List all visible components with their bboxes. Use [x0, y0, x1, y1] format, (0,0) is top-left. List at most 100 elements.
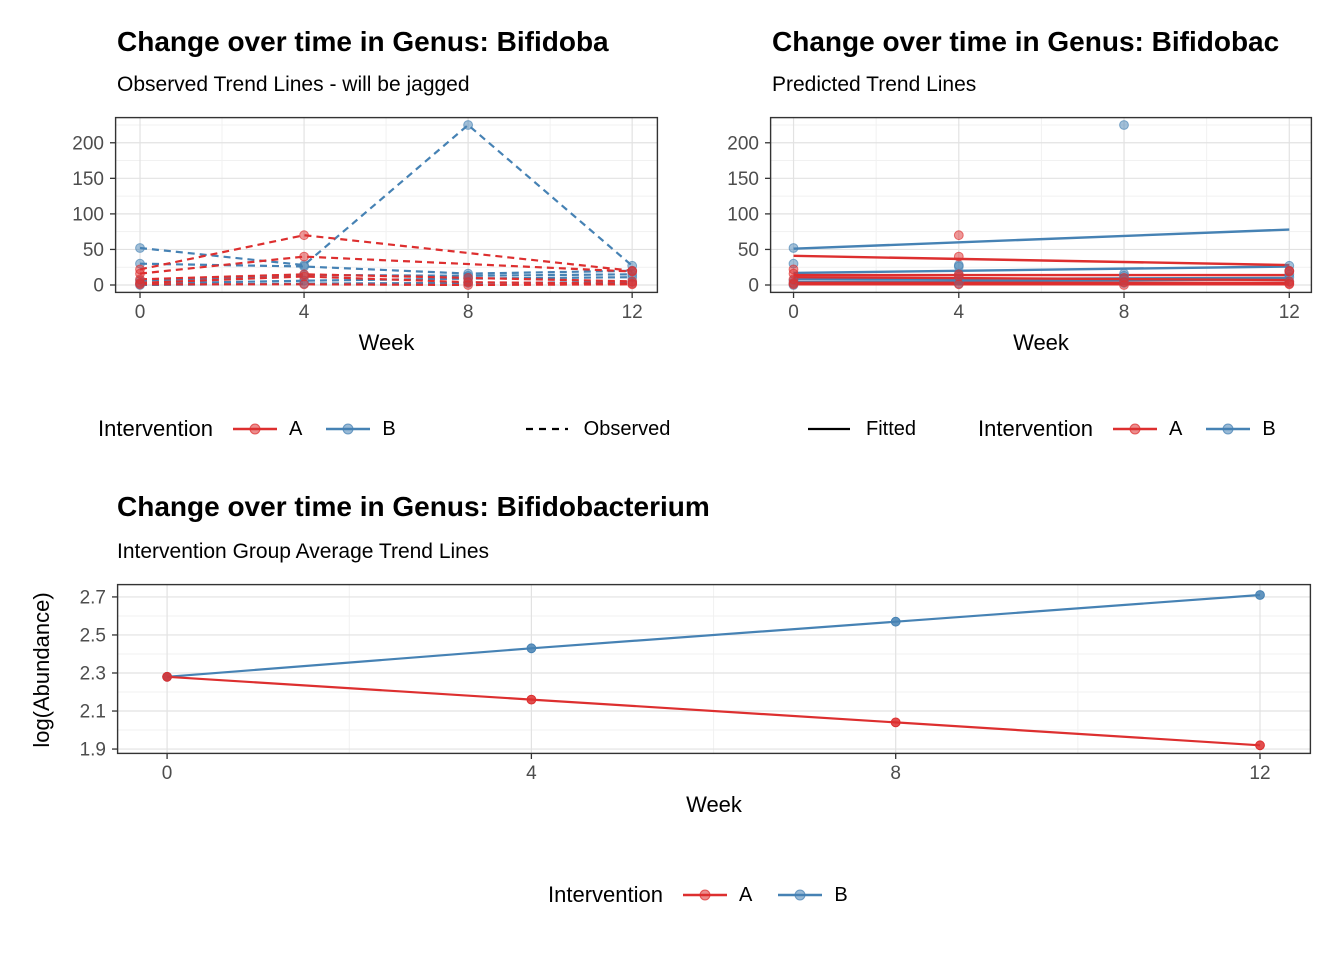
trend-line-A-subject-1: [139, 234, 633, 272]
data-point: [953, 251, 964, 262]
data-point: [526, 694, 537, 705]
legend-key-observed-dashed-line-icon: [525, 427, 568, 431]
panel-border: [114, 116, 659, 294]
series-lines: [139, 123, 633, 287]
average-legend: Intervention A B: [548, 878, 848, 912]
y-tick-label: 100: [72, 204, 104, 225]
data-point: [1255, 590, 1265, 600]
fitted-line-B-fit-1: [793, 228, 1290, 250]
data-points: [788, 120, 1295, 290]
panel-border: [769, 116, 1313, 294]
y-tick-label: 150: [727, 169, 759, 190]
x-tick-label: 4: [526, 763, 537, 784]
average-plot-subtitle: Intervention Group Average Trend Lines: [117, 540, 490, 563]
x-tick-label: 8: [463, 302, 474, 323]
legend-label-b: B: [382, 417, 396, 440]
trend-line-A-average: [167, 675, 1261, 747]
minor-gridlines: [115, 117, 658, 293]
data-point: [953, 230, 964, 241]
observed-plot-area: 0 4 8 12 0 50 100 150 200: [72, 116, 659, 323]
x-tick-label: 0: [788, 302, 799, 323]
data-point: [627, 279, 638, 290]
y-tick-label: 2.5: [80, 625, 106, 646]
legend-title: Intervention: [978, 416, 1093, 441]
legend-key-b-icon: [778, 889, 823, 901]
y-tick-label: 200: [72, 133, 104, 154]
legend-label-fitted: Fitted: [866, 417, 917, 440]
axis-ticks: [110, 142, 633, 298]
y-tick-label: 0: [748, 276, 759, 297]
legend-title: Intervention: [98, 416, 213, 441]
trend-line-B-average: [167, 593, 1261, 678]
average-plot-area: 0 4 8 12 1.9 2.1 2.3 2.5 2.7: [80, 583, 1312, 784]
legend-key-fitted-solid-line-icon: [808, 427, 850, 431]
axis-tick-labels: 0 4 8 12 0 50 100 150 200: [727, 133, 1300, 323]
y-tick-label: 2.7: [80, 587, 106, 608]
minor-gridlines: [117, 584, 1311, 754]
observed-x-axis-title: Week: [358, 330, 415, 355]
data-point: [299, 251, 310, 262]
legend-key-b-icon: [1206, 423, 1251, 435]
data-point: [890, 616, 901, 627]
panel-border: [116, 583, 1312, 755]
observed-legend: Intervention A B Observed: [98, 412, 670, 446]
y-tick-label: 1.9: [80, 740, 106, 761]
data-point: [1284, 266, 1295, 277]
x-tick-label: 8: [890, 763, 901, 784]
data-points: [135, 120, 638, 290]
predicted-plot-subtitle: Predicted Trend Lines: [772, 73, 977, 96]
legend-key-a-icon: [1113, 423, 1157, 435]
data-point: [299, 230, 310, 241]
y-tick-label: 50: [738, 240, 759, 261]
data-point: [1255, 740, 1265, 751]
x-tick-label: 12: [1249, 763, 1270, 784]
legend-label-a: A: [1169, 417, 1183, 440]
data-point: [788, 279, 799, 290]
data-point: [526, 643, 537, 654]
legend-label-a: A: [288, 417, 303, 440]
axis-ticks: [765, 142, 1290, 298]
trend-line-A-subject-4: [139, 275, 633, 285]
legend-key-a-icon: [232, 423, 277, 435]
data-point: [788, 243, 799, 253]
x-tick-label: 8: [1119, 302, 1130, 323]
y-tick-label: 2.3: [80, 663, 106, 684]
axis-tick-labels: 0 4 8 12 1.9 2.1 2.3 2.5 2.7: [80, 587, 1271, 784]
legend-label-b: B: [1262, 417, 1276, 440]
predicted-x-axis-title: Week: [1013, 330, 1069, 355]
data-point: [135, 243, 145, 253]
average-plot-title: Change over time in Genus: Bifidobacteri…: [117, 491, 710, 522]
data-point: [890, 717, 901, 728]
y-tick-label: 50: [83, 240, 104, 261]
fitted-line-A-fit-1: [793, 254, 1290, 267]
predicted-plot-title: Change over time in Genus: Bifidobac: [772, 26, 1280, 57]
trend-line-B-subject-2: [139, 262, 633, 275]
legend-key-b-icon: [326, 423, 371, 435]
data-point: [463, 280, 474, 290]
legend-label-observed: Observed: [583, 417, 671, 440]
data-point: [1119, 280, 1129, 290]
observed-plot-subtitle: Observed Trend Lines - will be jagged: [117, 73, 470, 96]
y-tick-label: 0: [93, 276, 104, 297]
legend-label-b: B: [834, 883, 848, 906]
x-tick-label: 4: [954, 302, 965, 323]
average-x-axis-title: Week: [686, 792, 742, 817]
data-point: [135, 279, 145, 290]
predicted-plot-area: 0 4 8 12 0 50 100 150 200: [727, 116, 1313, 323]
x-tick-label: 12: [622, 302, 643, 323]
data-point: [953, 279, 964, 290]
data-point: [1119, 120, 1129, 130]
fitted-line-B-fit-2: [793, 265, 1290, 275]
average-y-axis-title: log(Abundance): [29, 592, 54, 748]
x-tick-label: 4: [299, 302, 310, 323]
legend-label-a: A: [738, 883, 753, 906]
data-point: [627, 266, 638, 277]
y-tick-label: 150: [72, 169, 104, 190]
x-tick-label: 12: [1279, 302, 1300, 323]
data-point: [162, 671, 172, 682]
x-tick-label: 0: [162, 763, 173, 784]
data-point: [299, 279, 310, 290]
data-point: [463, 120, 474, 130]
legend-key-a-icon: [682, 889, 727, 901]
